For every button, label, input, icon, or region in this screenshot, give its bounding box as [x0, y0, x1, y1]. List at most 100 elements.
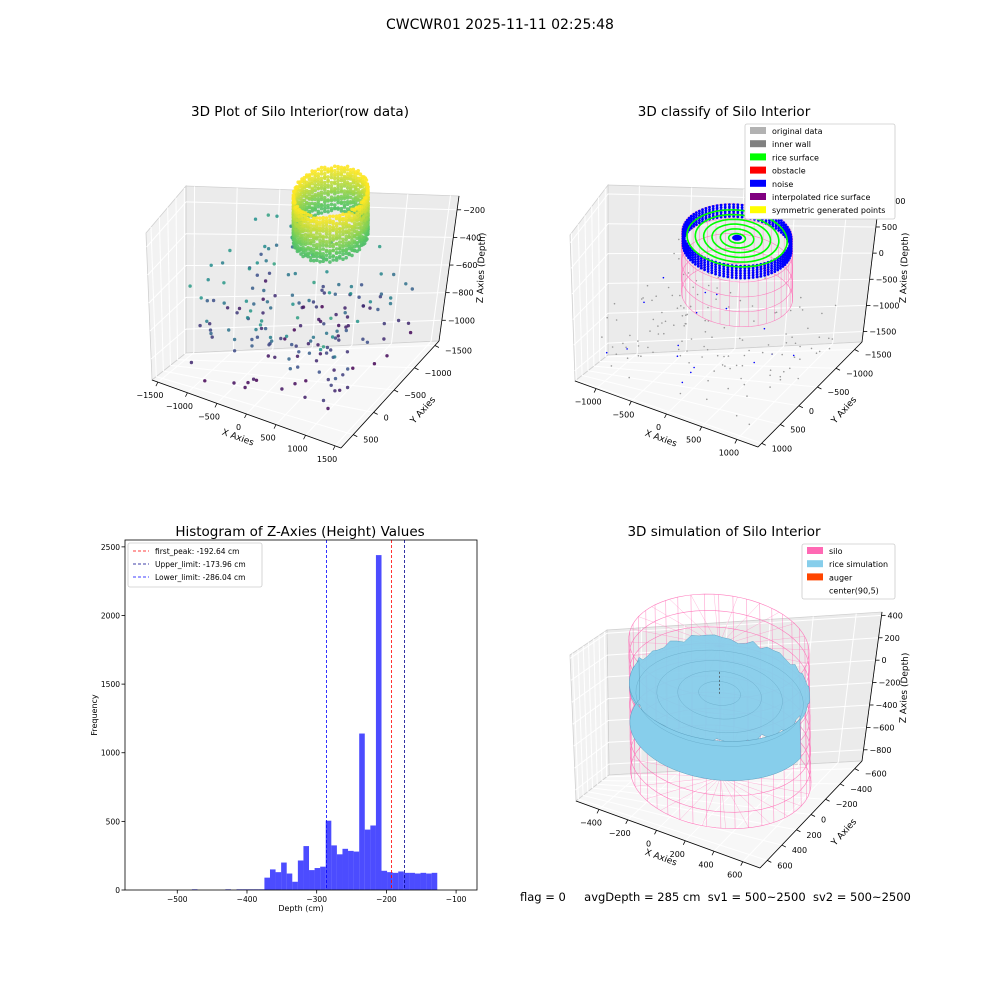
raw-grid-x	[272, 189, 281, 349]
classify-noise-point	[766, 263, 770, 267]
classify-noise-point	[777, 226, 781, 230]
classify-noise-point	[726, 273, 730, 276]
histogram-x-tick-label: −100	[446, 895, 467, 904]
classify-original-point	[703, 345, 705, 348]
raw-point	[344, 229, 349, 233]
classify-original-point	[818, 336, 821, 339]
raw-point	[310, 186, 315, 190]
raw-x-tick	[332, 445, 336, 451]
classify-noise-point	[783, 253, 787, 257]
raw-point	[318, 226, 322, 230]
sim-x-tick-label: 400	[698, 860, 713, 869]
raw-point	[315, 235, 319, 239]
classify-original-point	[681, 340, 683, 343]
raw-point	[338, 234, 342, 238]
sim-rice-mesh-ring	[677, 670, 762, 720]
classify-z-tick-label: −1000	[872, 301, 899, 310]
classify-noise-point	[743, 269, 747, 273]
histogram-bar	[387, 872, 393, 890]
classify-legend-label: inner wall	[772, 140, 811, 149]
classify-noise-point	[682, 225, 686, 229]
raw-point	[328, 228, 332, 232]
raw-z-axis-line	[438, 195, 460, 342]
raw-point	[326, 203, 330, 208]
raw-point	[323, 180, 327, 185]
raw-point	[328, 244, 332, 248]
raw-point	[284, 334, 289, 338]
raw-point	[253, 217, 258, 221]
raw-point	[366, 185, 370, 189]
classify-legend: original data inner wall rice surface obsta…	[744, 123, 896, 220]
classify-noise-point	[692, 215, 696, 219]
raw-x-tick-label: −1000	[166, 402, 193, 411]
footer-flag: flag = 0	[520, 890, 566, 904]
classify-noise-point	[763, 274, 767, 277]
classify-noise-point	[689, 258, 692, 262]
raw-point	[309, 218, 313, 223]
raw-point	[350, 253, 354, 258]
raw-point	[357, 244, 362, 249]
classify-noise-point	[755, 268, 759, 272]
classify-noise-point	[681, 227, 685, 231]
classify-original-point	[739, 337, 741, 340]
classify-noise-point	[714, 265, 717, 269]
classify-original-point	[799, 306, 801, 308]
raw-pane-side	[145, 184, 187, 381]
raw-point	[205, 299, 209, 303]
sim-x-axis-line	[575, 800, 761, 869]
classify-noise-point	[694, 255, 697, 259]
classify-y-tick	[854, 349, 859, 352]
raw-grid-x	[430, 195, 451, 342]
raw-point	[248, 309, 253, 313]
raw-point	[314, 305, 319, 309]
classify-noise-point	[718, 271, 721, 275]
classify-noise-point	[779, 231, 783, 234]
classify-y-tick	[817, 386, 822, 390]
raw-point	[309, 213, 313, 218]
raw-point	[334, 232, 339, 237]
raw-point	[321, 238, 326, 243]
sim-silo-floor-line	[679, 776, 721, 820]
raw-point	[326, 189, 330, 194]
raw-point	[348, 168, 353, 172]
histogram-x-tick-label: −300	[306, 895, 327, 904]
classify-noise-point	[689, 217, 693, 221]
sim-grid-x	[837, 613, 857, 763]
sim-y-tick-label: 600	[777, 861, 792, 870]
histogram-bar	[342, 848, 349, 890]
raw-point	[345, 207, 350, 211]
raw-point	[266, 213, 270, 217]
raw-point	[323, 165, 327, 170]
classify-legend-swatch	[750, 166, 766, 174]
classify-noise-point	[685, 242, 689, 246]
classify-noise-point	[694, 260, 697, 264]
raw-point	[336, 170, 340, 175]
sim-legend-label: rice simulation	[829, 560, 888, 569]
raw-point	[307, 351, 312, 355]
classify-grid-y	[593, 365, 818, 388]
raw-point	[338, 213, 342, 218]
raw-point	[283, 337, 287, 341]
classify-noise-point	[734, 266, 738, 270]
raw-point	[339, 188, 344, 193]
classify-noise-point	[743, 276, 747, 280]
raw-point	[341, 212, 345, 216]
classify-legend-swatch	[750, 206, 766, 214]
raw-point	[361, 215, 366, 219]
raw-point	[345, 385, 350, 390]
classify-noise-point	[783, 258, 787, 262]
raw-point	[232, 349, 237, 353]
classify-original-point	[676, 355, 679, 358]
classify-noise-point	[708, 208, 711, 212]
sim-z-tick-label: −400	[876, 701, 898, 710]
raw-point	[333, 180, 337, 184]
raw-grid-x	[216, 348, 274, 404]
raw-point	[344, 215, 349, 220]
raw-point	[388, 301, 393, 306]
raw-point	[324, 257, 329, 262]
raw-point	[328, 214, 332, 219]
raw-point	[321, 259, 326, 264]
classify-noise-point	[726, 270, 730, 274]
raw-grid-x	[157, 352, 195, 383]
classify-noise-point	[692, 222, 696, 226]
